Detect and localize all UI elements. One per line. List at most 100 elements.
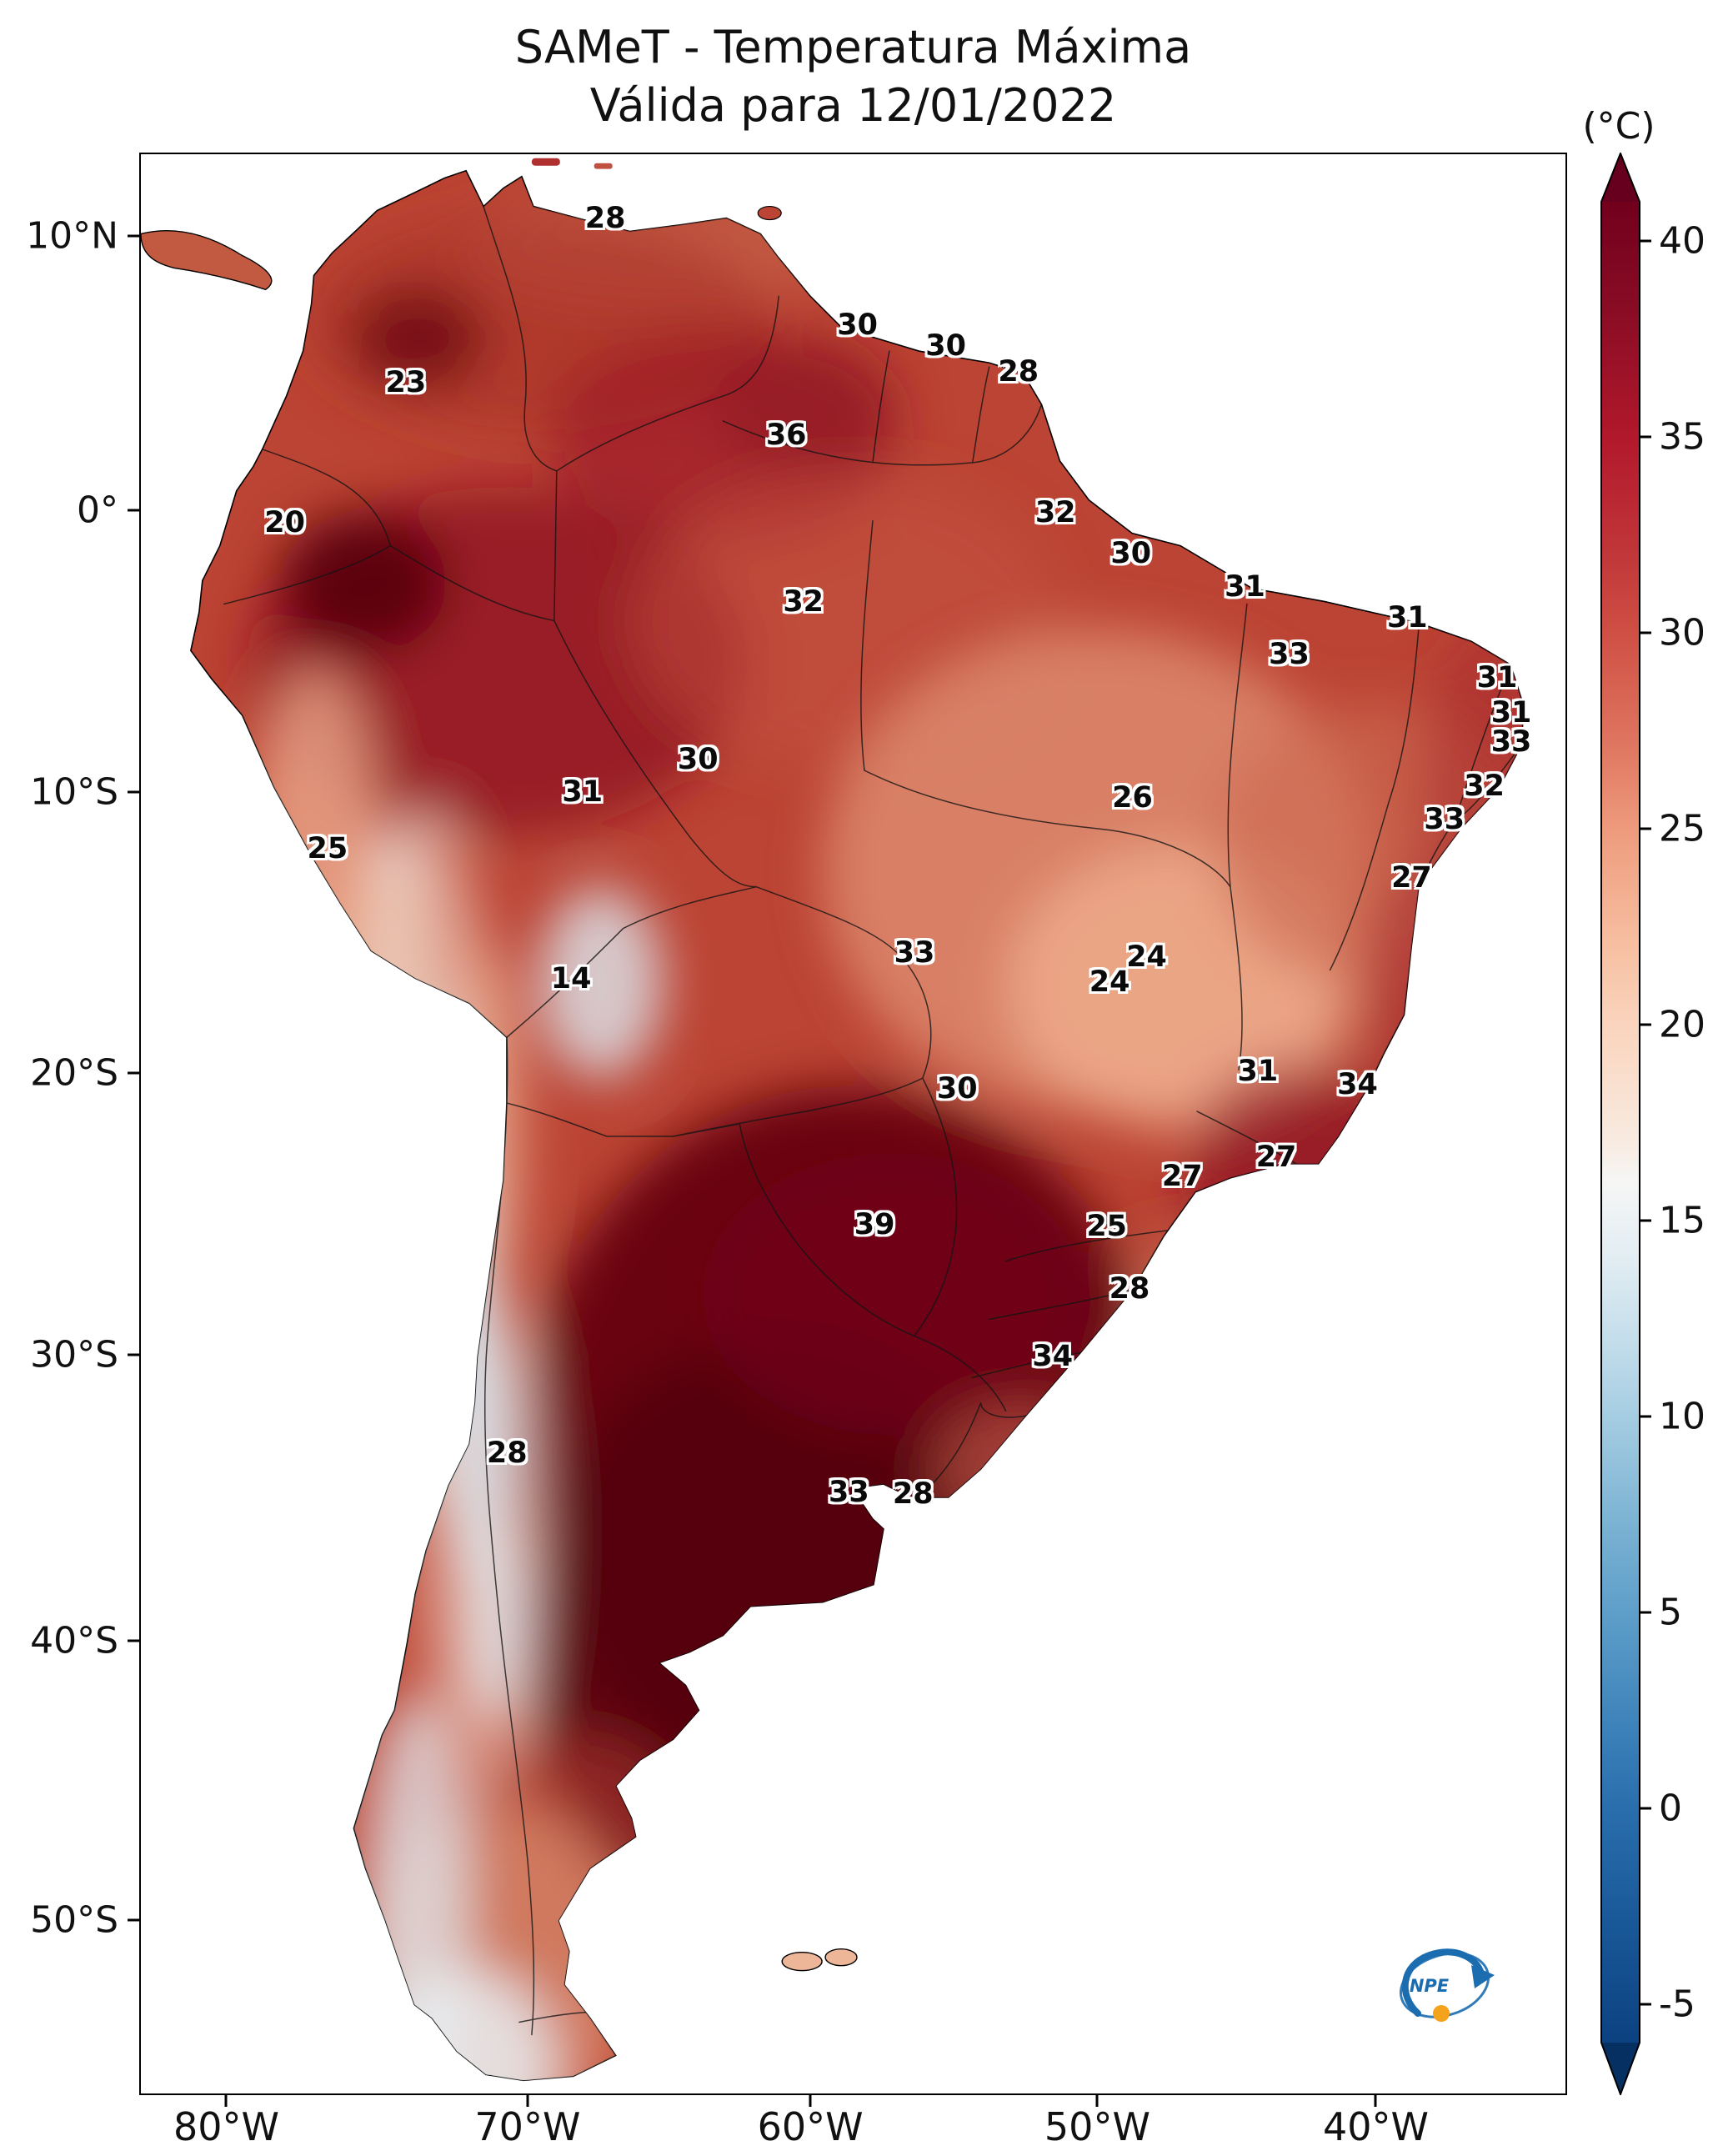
x-axis-tickmark — [224, 2095, 228, 2107]
y-axis-tick: 30°S — [30, 1333, 118, 1376]
temperature-label: 25 — [307, 831, 348, 865]
colorbar-extend-min — [1601, 2043, 1640, 2094]
colorbar-tick: 20 — [1659, 1003, 1705, 1046]
colorbar-tick: 30 — [1659, 611, 1705, 654]
colorbar-tick: 25 — [1659, 807, 1705, 850]
temperature-label: 34 — [1032, 1340, 1074, 1374]
colorbar-tickmark — [1640, 1611, 1651, 1614]
y-axis-tickmark — [128, 790, 139, 794]
colorbar — [1600, 151, 1640, 2097]
temperature-label: 32 — [1464, 770, 1505, 804]
figure-title: SAMeT - Temperatura Máxima — [514, 21, 1192, 73]
temperature-label: 30 — [925, 329, 966, 364]
x-axis-tick: 70°W — [474, 2104, 581, 2149]
x-axis-tickmark — [526, 2095, 529, 2107]
colorbar-tick: 10 — [1659, 1395, 1705, 1438]
temperature-label: 33 — [1424, 802, 1465, 836]
x-axis: 80°W 70°W 60°W 50°W 40°W — [139, 2104, 1567, 2154]
falkland-island-east — [824, 1948, 858, 1967]
y-axis-tickmark — [128, 1353, 139, 1356]
trinidad-island — [757, 205, 782, 221]
x-axis-tick: 40°W — [1322, 2104, 1429, 2149]
inpe-logo-text: INPE — [1403, 1976, 1450, 1996]
temperature-label: 31 — [1386, 600, 1428, 634]
temperature-label: 36 — [765, 419, 807, 453]
temperature-labels-layer: 28 30 30 28 23 36 20 32 30 31 32 31 33 31 31 33 30 31 26 32… — [141, 154, 1565, 2093]
x-axis-tick: 80°W — [173, 2104, 279, 2149]
temperature-label: 33 — [829, 1475, 869, 1509]
temperature-label: 39 — [854, 1207, 895, 1241]
colorbar-tick: 5 — [1659, 1591, 1682, 1634]
temperature-label: 28 — [486, 1436, 528, 1471]
temperature-label: 14 — [550, 961, 592, 995]
temperature-label: 30 — [677, 742, 719, 776]
x-axis-tickmarks — [139, 2095, 1567, 2107]
temperature-label: 20 — [264, 505, 305, 539]
y-axis-tick: 50°S — [30, 1898, 118, 1942]
temperature-label: 28 — [584, 201, 626, 235]
y-axis-tickmark — [128, 1918, 139, 1922]
temperature-label: 28 — [892, 1477, 934, 1512]
y-axis-tickmark — [128, 234, 139, 238]
colorbar-tickmark — [1640, 239, 1651, 243]
colorbar-tick: 15 — [1659, 1199, 1705, 1242]
panama-landmass — [141, 229, 273, 291]
temperature-label: 25 — [1086, 1210, 1128, 1244]
colorbar-tickmark — [1640, 1807, 1651, 1810]
temperature-label: 30 — [1110, 537, 1152, 571]
temperature-label: 31 — [562, 775, 604, 810]
temperature-label: 28 — [998, 354, 1039, 389]
colorbar-tick: -5 — [1659, 1983, 1695, 2026]
x-axis-tick: 60°W — [757, 2104, 864, 2149]
colorbar-tickmarks — [1640, 153, 1651, 2095]
figure-subtitle: Válida para 12/01/2022 — [589, 79, 1117, 132]
y-axis-tickmarks — [128, 153, 139, 2095]
temperature-label: 30 — [837, 308, 878, 342]
temperature-label: 32 — [783, 585, 824, 619]
x-axis-tickmark — [1095, 2095, 1099, 2107]
temperature-label: 33 — [1269, 638, 1310, 672]
colorbar-tickmark — [1640, 435, 1651, 439]
south-america-heatmap — [141, 158, 1524, 2082]
inpe-swirl-icon — [1401, 1948, 1485, 2017]
y-axis-tick: 10°S — [30, 770, 118, 814]
y-axis-tickmark — [128, 1639, 139, 1642]
falkland-island-west — [781, 1951, 823, 1972]
temperature-label: 31 — [1490, 695, 1532, 730]
temperature-label: 24 — [1126, 940, 1167, 974]
colorbar-outline — [1600, 151, 1640, 2097]
inpe-satellite-dot-icon — [1433, 2005, 1450, 2022]
title-block: SAMeT - Temperatura Máxima Válida para 1… — [139, 18, 1567, 135]
y-axis: 10°N 0° 10°S 20°S 30°S 40°S 50°S — [0, 153, 123, 2095]
inpe-logo: INPE — [1390, 1937, 1500, 2035]
temperature-label: 31 — [1476, 661, 1518, 695]
temperature-label: 27 — [1161, 1159, 1203, 1193]
colorbar-tickmark — [1640, 1415, 1651, 1418]
colorbar-tickmark — [1640, 631, 1651, 634]
y-axis-tick: 20°S — [30, 1051, 118, 1095]
colorbar-extend-max — [1601, 153, 1640, 202]
temperature-label: 24 — [1089, 965, 1130, 1000]
temperature-label: 27 — [1255, 1140, 1297, 1174]
y-axis-tick: 10°N — [26, 214, 118, 258]
x-axis-tick: 50°W — [1044, 2104, 1150, 2149]
temperature-label: 33 — [894, 936, 935, 970]
y-axis-tickmark — [128, 1071, 139, 1075]
map-plot: 28 30 30 28 23 36 20 32 30 31 32 31 33 31 31 33 30 31 26 32… — [139, 153, 1567, 2095]
country-borders — [223, 205, 1523, 2036]
temperature-label: 33 — [1490, 725, 1532, 759]
y-axis-tick: 40°S — [30, 1619, 118, 1662]
x-axis-tickmark — [809, 2095, 812, 2107]
colorbar-tick: 0 — [1659, 1787, 1682, 1830]
caribbean-island — [594, 163, 613, 169]
temperature-label: 31 — [1225, 569, 1265, 604]
temperature-label: 31 — [1237, 1055, 1279, 1089]
temperature-label: 30 — [936, 1072, 978, 1106]
colorbar-tickmark — [1640, 1023, 1651, 1026]
temperature-label: 23 — [385, 366, 427, 400]
colorbar-tickmark — [1640, 2003, 1651, 2006]
temperature-label: 32 — [1034, 496, 1076, 530]
inpe-arrow-icon — [1471, 1965, 1495, 1988]
colorbar-tick-labels: 40 35 30 25 20 15 10 5 0 -5 — [1659, 153, 1723, 2095]
